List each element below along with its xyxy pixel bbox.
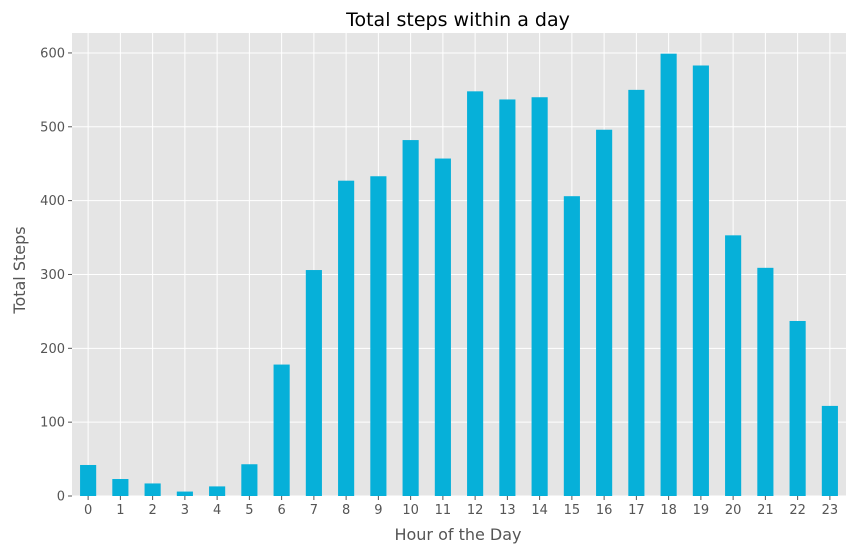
x-axis-ticks: 0 1 2 3 4 5 6 7 8 9 10 11 12 13 14 15 16 17 18 19 20 21 22 23 <box>84 496 838 518</box>
bar-hour-20 <box>725 235 742 497</box>
x-tick-label: 4 <box>213 503 221 518</box>
bar-hour-15 <box>563 196 580 496</box>
bars <box>80 53 838 497</box>
bar-hour-17 <box>628 89 645 496</box>
bar-hour-6 <box>273 364 290 496</box>
y-axis-title: Total Steps <box>10 226 29 314</box>
y-tick-label: 0 <box>57 490 65 505</box>
bar-hour-22 <box>789 320 806 496</box>
bar-hour-5 <box>241 464 258 496</box>
x-tick-label: 23 <box>822 503 839 518</box>
x-tick-label: 5 <box>245 503 253 518</box>
x-tick-label: 2 <box>148 503 156 518</box>
x-tick-label: 12 <box>467 503 484 518</box>
bar-hour-8 <box>338 180 355 497</box>
bar-hour-9 <box>370 176 387 496</box>
bar-hour-0 <box>80 464 97 496</box>
x-tick-label: 22 <box>789 503 806 518</box>
x-tick-label: 13 <box>499 503 516 518</box>
bar-hour-3 <box>176 491 193 496</box>
x-tick-label: 16 <box>596 503 613 518</box>
y-tick-label: 200 <box>40 342 65 357</box>
y-axis-ticks: 0 100 200 300 400 500 600 <box>40 46 72 505</box>
x-tick-label: 11 <box>435 503 452 518</box>
y-tick-label: 600 <box>40 46 65 61</box>
bar-hour-13 <box>499 99 516 497</box>
x-tick-label: 10 <box>402 503 419 518</box>
bar-hour-16 <box>596 129 613 497</box>
y-tick-label: 500 <box>40 120 65 135</box>
bar-hour-1 <box>112 479 129 496</box>
bar-hour-12 <box>467 91 484 497</box>
bar-hour-21 <box>757 267 774 496</box>
y-tick-label: 400 <box>40 194 65 209</box>
x-tick-label: 15 <box>564 503 581 518</box>
x-tick-label: 14 <box>531 503 548 518</box>
x-tick-label: 8 <box>342 503 350 518</box>
bar-hour-19 <box>692 65 709 497</box>
bar-hour-10 <box>402 140 419 496</box>
y-tick-label: 300 <box>40 268 65 283</box>
x-tick-label: 19 <box>693 503 710 518</box>
x-tick-label: 17 <box>628 503 645 518</box>
x-tick-label: 20 <box>725 503 742 518</box>
bar-hour-18 <box>660 53 677 496</box>
x-tick-label: 21 <box>757 503 774 518</box>
x-tick-label: 9 <box>374 503 382 518</box>
x-tick-label: 6 <box>277 503 285 518</box>
x-tick-label: 3 <box>181 503 189 518</box>
x-tick-label: 7 <box>310 503 318 518</box>
bar-hour-11 <box>434 158 451 496</box>
plot-area <box>72 33 846 496</box>
chart-title: Total steps within a day <box>345 9 570 31</box>
x-tick-label: 1 <box>116 503 124 518</box>
bar-hour-7 <box>305 270 322 496</box>
x-tick-label: 0 <box>84 503 92 518</box>
y-tick-label: 100 <box>40 416 65 431</box>
bar-hour-4 <box>209 486 226 496</box>
bar-hour-23 <box>821 405 838 496</box>
x-axis-title: Hour of the Day <box>394 525 521 544</box>
x-tick-label: 18 <box>660 503 677 518</box>
bar-hour-14 <box>531 97 548 496</box>
bar-hour-2 <box>144 483 161 496</box>
